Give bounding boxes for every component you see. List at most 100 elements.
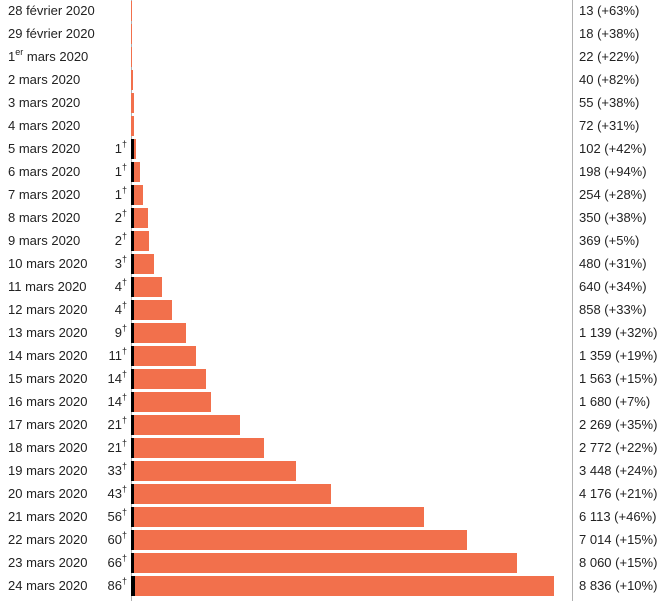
death-bar (131, 369, 134, 389)
death-count-value: 86 (107, 578, 122, 593)
case-count-label: 369 (+5%) (579, 233, 640, 248)
chart-row: 1er mars 2020 22 (+22%) (0, 46, 668, 69)
date-label-text: 16 mars 2020 (8, 394, 88, 409)
case-bar (131, 116, 135, 136)
date-label-text: 10 mars 2020 (8, 256, 88, 271)
death-count-label: 86† (60, 576, 127, 594)
case-count-label: 1 139 (+32%) (579, 325, 658, 340)
case-count-label: 858 (+33%) (579, 302, 647, 317)
case-count-label: 1 563 (+15%) (579, 371, 658, 386)
date-label-text: 7 mars 2020 (8, 187, 81, 202)
date-label-text: 9 mars 2020 (8, 233, 81, 248)
death-count-label: 11† (60, 347, 127, 364)
death-count-value: 60 (107, 532, 122, 547)
death-count-value: 21 (107, 417, 122, 432)
right-axis-line (572, 0, 573, 601)
date-label-text: 3 mars 2020 (8, 95, 81, 110)
date-label-text: 28 février 2020 (8, 3, 95, 18)
death-dagger-marker: † (121, 576, 127, 586)
chart-row: 9 mars 2020 2† 369 (+5%) (0, 230, 668, 253)
case-bar (134, 277, 162, 297)
case-bar (134, 553, 517, 573)
chart-row: 15 mars 2020 14† 1 563 (+15%) (0, 368, 668, 391)
date-label-text: 5 mars 2020 (8, 141, 81, 156)
death-count-value: 3 (114, 256, 122, 271)
death-count-value: 1 (114, 141, 122, 156)
death-dagger-marker: † (121, 254, 127, 264)
death-count-value: 43 (107, 486, 122, 501)
case-bar (134, 300, 173, 320)
date-label: 21 mars 2020 (8, 509, 88, 524)
death-dagger-marker: † (121, 208, 127, 218)
case-count-label: 3 448 (+24%) (579, 463, 658, 478)
date-label: 22 mars 2020 (8, 532, 88, 547)
case-count-label: 640 (+34%) (579, 279, 647, 294)
date-label-text: 12 mars 2020 (8, 302, 88, 317)
death-count-value: 4 (114, 279, 122, 294)
date-label: 9 mars 2020 (8, 233, 80, 248)
death-dagger-marker: † (121, 185, 127, 195)
case-bar (134, 484, 331, 504)
death-bar (131, 553, 135, 573)
death-bar (131, 484, 134, 504)
death-count-label: 1† (60, 140, 127, 157)
date-label-text: 24 mars 2020 (8, 578, 88, 593)
death-count-value: 33 (107, 463, 122, 478)
case-count-label: 2 772 (+22%) (579, 440, 658, 455)
case-count-label: 1 680 (+7%) (579, 394, 651, 409)
case-count-label: 18 (+38%) (579, 26, 640, 41)
case-bar (134, 438, 264, 458)
death-bar (131, 415, 134, 435)
death-dagger-marker: † (121, 553, 127, 563)
date-label: 19 mars 2020 (8, 463, 88, 478)
date-label: 11 mars 2020 (8, 279, 87, 294)
case-count-label: 72 (+31%) (579, 118, 640, 133)
chart-row: 7 mars 2020 1† 254 (+28%) (0, 184, 668, 207)
date-label-superscript: er (15, 47, 24, 57)
death-bar (131, 461, 134, 481)
death-dagger-marker: † (121, 300, 127, 310)
case-bar (131, 1, 132, 21)
death-count-value: 2 (114, 210, 122, 225)
case-count-label: 350 (+38%) (579, 210, 647, 225)
death-bar (131, 139, 134, 159)
death-count-label: 2† (60, 208, 127, 226)
date-label: 6 mars 2020 (8, 164, 80, 179)
chart-row: 10 mars 2020 3† 480 (+31%) (0, 253, 668, 276)
case-count-label: 7 014 (+15%) (579, 532, 658, 547)
case-bar (134, 346, 197, 366)
chart-row: 18 mars 2020 21† 2 772 (+22%) (0, 437, 668, 460)
chart-row: 8 mars 2020 2† 350 (+38%) (0, 207, 668, 230)
death-dagger-marker: † (121, 438, 127, 448)
date-label-text: 6 mars 2020 (8, 164, 81, 179)
death-count-label: 2† (60, 232, 127, 249)
date-label: 13 mars 2020 (8, 325, 88, 340)
date-label-text: 29 février 2020 (8, 26, 95, 41)
death-count-label: 56† (60, 507, 127, 525)
case-count-label: 102 (+42%) (579, 141, 647, 156)
date-label-text: 1 (8, 49, 16, 64)
date-label: 18 mars 2020 (8, 440, 88, 455)
death-bar (131, 530, 134, 550)
death-dagger-marker: † (121, 507, 127, 517)
case-count-label: 55 (+38%) (579, 95, 640, 110)
death-count-label: 14† (60, 370, 127, 387)
death-bar (131, 254, 134, 274)
death-dagger-marker: † (121, 461, 127, 471)
case-bar (134, 461, 297, 481)
date-label-text: 14 mars 2020 (8, 348, 88, 363)
death-count-label: 14† (60, 393, 127, 410)
date-label: 24 mars 2020 (8, 578, 88, 593)
case-bar (134, 530, 467, 550)
date-label: 20 mars 2020 (8, 486, 88, 501)
case-count-label: 198 (+94%) (579, 164, 647, 179)
chart-row: 19 mars 2020 33† 3 448 (+24%) (0, 460, 668, 483)
date-label: 23 mars 2020 (8, 555, 88, 570)
death-count-value: 11 (108, 348, 122, 363)
chart-row: 21 mars 2020 56† 6 113 (+46%) (0, 506, 668, 529)
death-bar (131, 231, 134, 251)
chart-row: 16 mars 2020 14† 1 680 (+7%) (0, 391, 668, 414)
death-count-value: 4 (114, 302, 122, 317)
death-count-label: 3† (60, 254, 127, 272)
